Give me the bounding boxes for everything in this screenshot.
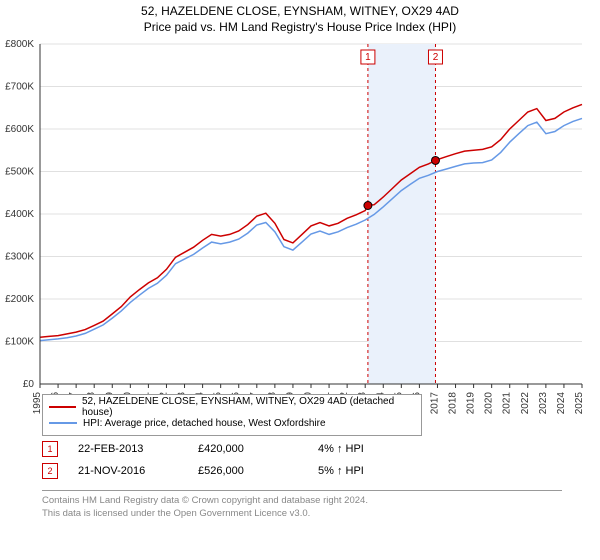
transactions-table: 1 22-FEB-2013 £420,000 4% ↑ HPI 2 21-NOV… (42, 438, 562, 482)
y-tick-label: £700K (5, 82, 34, 93)
y-tick-label: £300K (5, 252, 34, 263)
page-subtitle: Price paid vs. HM Land Registry's House … (0, 20, 600, 34)
footer-line: This data is licensed under the Open Gov… (42, 508, 562, 521)
trade-point (364, 202, 372, 210)
trade-delta: 4% ↑ HPI (318, 443, 438, 455)
trade-index-box: 1 (42, 441, 58, 457)
table-row: 2 21-NOV-2016 £526,000 5% ↑ HPI (42, 460, 562, 482)
y-tick-label: £0 (23, 379, 35, 390)
x-tick-label: 2019 (466, 392, 477, 415)
x-tick-label: 2018 (448, 392, 459, 415)
chart-area: 12 £0£100K£200K£300K£400K£500K£600K£700K… (40, 44, 582, 384)
y-tick-label: £400K (5, 209, 34, 220)
trade-box-label: 2 (433, 52, 439, 63)
legend-label: 52, HAZELDENE CLOSE, EYNSHAM, WITNEY, OX… (82, 396, 415, 418)
x-tick-label: 2020 (484, 392, 495, 415)
trade-point (431, 156, 439, 164)
y-tick-label: £600K (5, 124, 34, 135)
y-tick-label: £200K (5, 294, 34, 305)
x-tick-label: 2022 (520, 392, 531, 415)
footer: Contains HM Land Registry data © Crown c… (42, 490, 562, 521)
trade-index-box: 2 (42, 463, 58, 479)
legend: 52, HAZELDENE CLOSE, EYNSHAM, WITNEY, OX… (42, 394, 422, 436)
y-tick-label: £800K (5, 39, 34, 50)
footer-line: Contains HM Land Registry data © Crown c… (42, 495, 562, 508)
trade-date: 21-NOV-2016 (78, 465, 198, 477)
legend-label: HPI: Average price, detached house, West… (83, 418, 326, 429)
legend-row: 52, HAZELDENE CLOSE, EYNSHAM, WITNEY, OX… (49, 399, 415, 415)
trade-box-label: 1 (365, 52, 371, 63)
legend-swatch (49, 422, 77, 424)
chart-svg: 12 £0£100K£200K£300K£400K£500K£600K£700K… (40, 44, 582, 384)
table-row: 1 22-FEB-2013 £420,000 4% ↑ HPI (42, 438, 562, 460)
x-tick-label: 2023 (538, 392, 549, 415)
x-tick-label: 2024 (556, 392, 567, 415)
y-tick-label: £500K (5, 167, 34, 178)
x-tick-label: 2025 (574, 392, 585, 415)
legend-swatch (49, 406, 76, 408)
trade-price: £526,000 (198, 465, 318, 477)
page-title: 52, HAZELDENE CLOSE, EYNSHAM, WITNEY, OX… (0, 4, 600, 18)
trade-date: 22-FEB-2013 (78, 443, 198, 455)
y-tick-label: £100K (5, 337, 34, 348)
trade-delta: 5% ↑ HPI (318, 465, 438, 477)
x-tick-label: 2017 (429, 392, 440, 415)
trade-price: £420,000 (198, 443, 318, 455)
x-tick-label: 2021 (502, 392, 513, 415)
